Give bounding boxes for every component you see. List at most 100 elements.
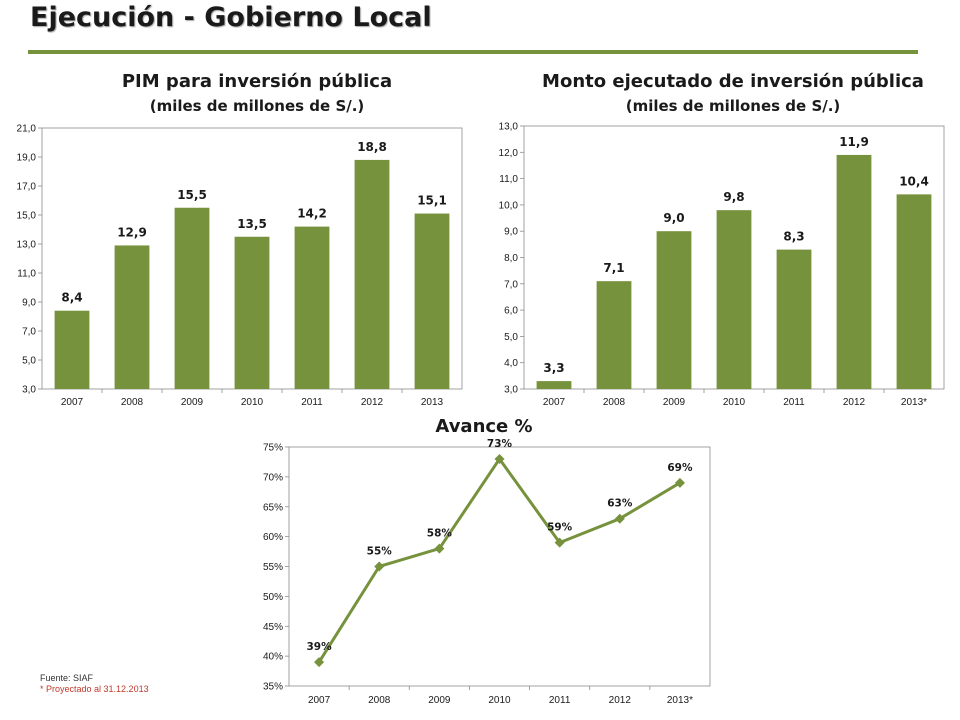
executed-bar	[716, 210, 752, 389]
executed-y-tick-label: 11,0	[499, 174, 518, 185]
avance-chart-title: Avance %	[435, 416, 532, 437]
avance-point-value-label: 58%	[427, 528, 453, 540]
executed-y-tick-label: 13,0	[499, 122, 519, 133]
pim-y-tick-label: 9,0	[22, 298, 36, 309]
avance-x-tick-label: 2008	[368, 695, 391, 706]
avance-point-marker	[614, 513, 625, 524]
executed-x-tick-label: 2013*	[901, 397, 927, 408]
executed-plot-border	[523, 125, 945, 390]
executed-y-tick-label: 5,0	[504, 332, 518, 343]
executed-bar-value-label: 9,0	[663, 211, 684, 225]
executed-chart-subtitle: (miles de millones de S/.)	[626, 97, 841, 115]
executed-x-tick-label: 2011	[783, 397, 805, 408]
avance-series-line	[317, 457, 681, 663]
pim-x-tick-label: 2008	[121, 397, 144, 408]
executed-bar-value-label: 7,1	[603, 261, 624, 275]
pim-bar	[174, 207, 210, 389]
executed-x-tick-label: 2008	[603, 397, 626, 408]
pim-y-tick-label: 15,0	[17, 211, 37, 222]
avance-point-value-label: 39%	[307, 641, 333, 653]
pim-bar-value-label: 15,1	[417, 194, 447, 208]
avance-y-tick-label: 75%	[263, 443, 283, 454]
avance-point-value-label: 63%	[607, 498, 633, 510]
pim-y-tick-label: 19,0	[17, 153, 37, 164]
pim-y-tick-label: 13,0	[17, 240, 37, 251]
avance-x-tick-label: 2007	[308, 695, 331, 706]
pim-bar-value-label: 14,2	[297, 207, 327, 221]
avance-point-marker	[374, 561, 385, 572]
pim-bar	[354, 159, 390, 389]
source-note: Fuente: SIAF * Proyectado al 31.12.2013	[40, 673, 149, 695]
pim-bar	[114, 245, 150, 389]
avance-y-tick-label: 45%	[263, 622, 283, 633]
avance-x-tick-label: 2011	[549, 695, 571, 706]
avance-y-tick-label: 35%	[263, 682, 283, 693]
pim-x-tick-label: 2007	[61, 397, 84, 408]
executed-y-tick-label: 6,0	[504, 306, 518, 317]
avance-point-value-label: 55%	[367, 546, 393, 558]
avance-y-tick-label: 55%	[263, 562, 283, 573]
executed-x-tick-label: 2009	[663, 397, 686, 408]
executed-bar-value-label: 11,9	[839, 135, 869, 149]
avance-plot-border	[288, 446, 711, 687]
avance-y-tick-label: 50%	[263, 592, 283, 603]
pim-y-tick-label: 17,0	[17, 182, 37, 193]
pim-bar	[54, 310, 90, 389]
executed-chart-title: Monto ejecutado de inversión pública	[542, 71, 924, 92]
avance-x-tick-label: 2009	[428, 695, 451, 706]
executed-bar	[896, 194, 932, 389]
pim-y-tick-label: 7,0	[22, 327, 36, 338]
avance-y-tick-label: 70%	[263, 472, 283, 483]
executed-bar	[776, 249, 812, 389]
pim-y-tick-label: 11,0	[17, 269, 36, 280]
executed-bar-value-label: 9,8	[723, 190, 744, 204]
executed-y-tick-label: 4,0	[504, 358, 518, 369]
executed-bar	[836, 154, 872, 389]
avance-point-value-label: 73%	[487, 438, 513, 450]
executed-x-tick-label: 2010	[723, 397, 746, 408]
executed-bar	[536, 381, 572, 389]
executed-y-tick-label: 3,0	[504, 385, 518, 396]
executed-x-tick-label: 2007	[543, 397, 566, 408]
pim-chart-title: PIM para inversión pública	[122, 71, 392, 92]
avance-point-marker	[434, 543, 445, 554]
projection-note: * Proyectado al 31.12.2013	[40, 684, 149, 694]
pim-bar-value-label: 12,9	[117, 225, 147, 239]
title-divider	[28, 50, 918, 54]
executed-y-tick-label: 10,0	[499, 200, 519, 211]
pim-x-tick-label: 2013	[421, 397, 444, 408]
executed-y-tick-label: 8,0	[504, 253, 518, 264]
executed-bar	[656, 231, 692, 389]
avance-y-tick-label: 40%	[263, 652, 283, 663]
executed-y-tick-label: 9,0	[504, 227, 518, 238]
pim-y-tick-label: 3,0	[22, 385, 36, 396]
pim-x-tick-label: 2009	[181, 397, 204, 408]
avance-x-tick-label: 2012	[609, 695, 632, 706]
source-text: Fuente: SIAF	[40, 673, 94, 683]
executed-bar	[596, 281, 632, 389]
avance-point-marker	[314, 657, 325, 668]
avance-point-value-label: 69%	[667, 462, 693, 474]
executed-bar-value-label: 10,4	[899, 174, 929, 188]
executed-y-tick-label: 7,0	[504, 279, 518, 290]
pim-bar	[234, 236, 270, 389]
pim-plot-border	[41, 127, 463, 390]
pim-x-tick-label: 2011	[301, 397, 323, 408]
pim-bar-value-label: 18,8	[357, 140, 387, 154]
avance-y-tick-label: 65%	[263, 502, 283, 513]
executed-x-tick-label: 2012	[843, 397, 866, 408]
avance-x-tick-label: 2013*	[667, 695, 693, 706]
pim-y-tick-label: 5,0	[22, 356, 36, 367]
pim-bar	[414, 213, 450, 389]
pim-bar-value-label: 15,5	[177, 188, 207, 202]
pim-y-tick-label: 21,0	[17, 124, 37, 135]
pim-x-tick-label: 2010	[241, 397, 264, 408]
pim-chart-subtitle: (miles de millones de S/.)	[150, 97, 365, 115]
avance-point-value-label: 59%	[547, 522, 573, 534]
pim-bar-value-label: 13,5	[237, 217, 267, 231]
avance-point-marker	[554, 537, 565, 548]
pim-bar	[294, 226, 330, 389]
